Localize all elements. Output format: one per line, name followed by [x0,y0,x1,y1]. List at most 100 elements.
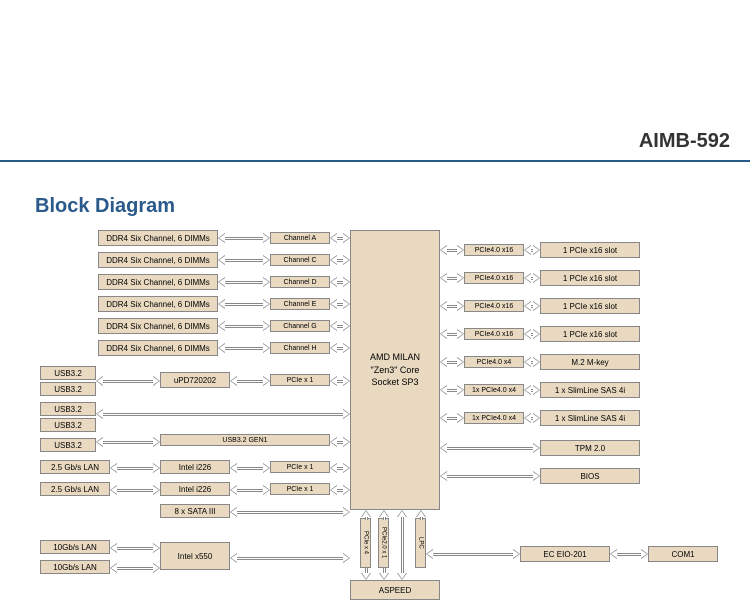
channel-label: Channel E [270,298,330,310]
ddr-block: DDR4 Six Channel, 6 DIMMs [98,318,218,334]
arrow [330,256,350,264]
channel-label: Channel G [270,320,330,332]
ddr-block: DDR4 Six Channel, 6 DIMMs [98,252,218,268]
x550-block: Intel x550 [160,542,230,570]
arrow [330,322,350,330]
slot-block: 1 PCIe x16 slot [540,326,640,342]
arrow [417,510,425,520]
arrow [362,568,370,580]
pcie-label: PCIe x 1 [270,374,330,386]
cpu-block: AMD MILAN "Zen3" Core Socket SP3 [350,230,440,510]
arrow [524,358,540,366]
arrow [330,438,350,446]
arrow [330,234,350,242]
arrow [330,486,350,494]
section-title: Block Diagram [35,195,175,218]
arrow [440,386,464,394]
divider [0,160,750,162]
arrow [218,234,270,242]
slot-block: M.2 M-key [540,354,640,370]
arrow [330,278,350,286]
arrow [218,256,270,264]
ddr-block: DDR4 Six Channel, 6 DIMMs [98,296,218,312]
vlabel-lpc: LPC [415,518,426,568]
pcie-lane-label: PCIe4.0 x16 [464,244,524,256]
ec-block: EC EIO-201 [520,546,610,562]
slot-block: BIOS [540,468,640,484]
arrow [362,510,370,520]
pcie-lane-label: PCIe4.0 x16 [464,272,524,284]
arrow [440,302,464,310]
ddr-block: DDR4 Six Channel, 6 DIMMs [98,274,218,290]
cpu-line: AMD MILAN [370,351,420,364]
ddr-block: DDR4 Six Channel, 6 DIMMs [98,340,218,356]
arrow [380,568,388,580]
arrow [380,510,388,520]
arrow [426,550,520,558]
pcie-lane-label: PCIe4.0 x4 [464,356,524,368]
arrow [230,486,270,494]
slot-block: TPM 2.0 [540,440,640,456]
sata-block: 8 x SATA III [160,504,230,518]
arrow [440,330,464,338]
arrow [524,302,540,310]
pcie-label: PCIe x 1 [270,483,330,495]
pcie-lane-label: 1x PCIe4.0 x4 [464,412,524,424]
arrow [230,554,350,562]
arrow [440,472,540,480]
arrow [524,414,540,422]
arrow [440,358,464,366]
arrow [330,464,350,472]
arrow [96,377,160,385]
arrow [330,377,350,385]
arrow [110,544,160,552]
arrow [440,246,464,254]
arrow [230,464,270,472]
channel-label: Channel D [270,276,330,288]
usb-block: USB3.2 [40,366,96,380]
arrow [610,550,648,558]
pcie-lane-label: PCIe4.0 x16 [464,328,524,340]
usb-block: USB3.2 [40,418,96,432]
com-block: COM1 [648,546,718,562]
slot-block: 1 x SlimLine SAS 4i [540,382,640,398]
arrow [524,274,540,282]
intel-lan-block: Intel i226 [160,482,230,496]
slot-block: 1 PCIe x16 slot [540,298,640,314]
aspeed-block: ASPEED [350,580,440,600]
channel-label: Channel A [270,232,330,244]
vlabel-pcie-x4: PCIe x 4 [360,518,371,568]
arrow [218,322,270,330]
lan10-block: 10Gb/s LAN [40,560,110,574]
arrow [330,344,350,352]
vlabel-pcie20: PCIe2.0 x 1 [378,518,389,568]
arrow [230,377,270,385]
slot-block: 1 PCIe x16 slot [540,270,640,286]
product-title: AIMB-592 [639,130,730,153]
arrow [440,274,464,282]
pcie-label: PCIe x 1 [270,461,330,473]
cpu-line: Socket SP3 [371,376,418,389]
arrow [96,410,350,418]
arrow [440,444,540,452]
arrow [440,414,464,422]
arrow [524,386,540,394]
arrow [110,564,160,572]
usb-block: USB3.2 [40,382,96,396]
arrow [524,330,540,338]
usb-gen-label: USB3.2 GEN1 [160,434,330,446]
block-diagram: AMD MILAN "Zen3" Core Socket SP3 DDR4 Si… [20,220,730,591]
intel-lan-block: Intel i226 [160,460,230,474]
usb-block: USB3.2 [40,402,96,416]
upd-block: uPD720202 [160,372,230,388]
lan-block: 2.5 Gb/s LAN [40,460,110,474]
arrow [218,300,270,308]
ddr-block: DDR4 Six Channel, 6 DIMMs [98,230,218,246]
arrow [218,344,270,352]
pcie-lane-label: PCIe4.0 x16 [464,300,524,312]
channel-label: Channel C [270,254,330,266]
arrow [218,278,270,286]
arrow [330,300,350,308]
channel-label: Channel H [270,342,330,354]
arrow [398,510,406,580]
